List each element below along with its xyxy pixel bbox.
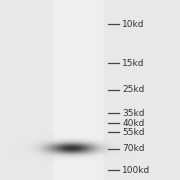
Text: 10kd: 10kd	[122, 20, 145, 29]
Text: 15kd: 15kd	[122, 58, 145, 68]
Bar	[54, 0, 104, 180]
Text: 35kd: 35kd	[122, 109, 145, 118]
Text: 25kd: 25kd	[122, 86, 145, 94]
Text: 70kd: 70kd	[122, 144, 145, 153]
Text: 40kd: 40kd	[122, 119, 145, 128]
Text: 100kd: 100kd	[122, 166, 151, 175]
Text: 55kd: 55kd	[122, 128, 145, 137]
